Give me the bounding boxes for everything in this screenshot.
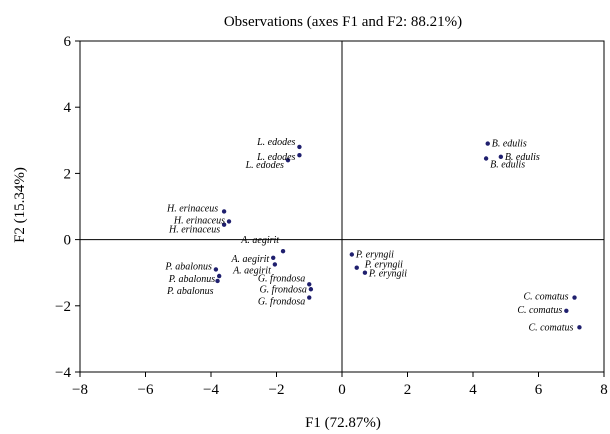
y-tick-label: 0 (64, 233, 72, 249)
x-tick-label: −2 (269, 382, 285, 398)
data-point (349, 252, 355, 257)
y-tick-label: −2 (55, 299, 71, 315)
x-tick-label: 2 (404, 382, 412, 398)
data-point (216, 273, 222, 279)
data-point (362, 270, 368, 275)
point-label: P. abalonus (168, 274, 216, 285)
y-axis-label: F2 (15.34%) (12, 167, 28, 243)
y-tick-label: 2 (64, 166, 72, 182)
data-point (307, 282, 312, 287)
data-point (271, 255, 276, 261)
data-point (272, 262, 278, 267)
y-tick-label: 6 (64, 34, 72, 50)
data-point (354, 265, 359, 270)
y-tick-label: −4 (55, 365, 71, 381)
point-label: A. aegirit (232, 265, 271, 276)
point-label: H. erinaceus (166, 203, 218, 214)
point-label: P. eryngii (364, 260, 403, 271)
point-label: L. edodes (256, 152, 295, 163)
data-point (577, 325, 582, 330)
data-points (213, 141, 582, 330)
point-label: L. edodes (245, 160, 284, 171)
x-tick-label: −6 (138, 382, 154, 398)
data-point (213, 267, 219, 272)
point-label: H. erinaceus (173, 215, 225, 226)
data-point (498, 154, 504, 160)
point-label: B. edulis (505, 152, 540, 163)
data-point (485, 141, 490, 146)
point-label: C. comatus (524, 292, 569, 303)
x-tick-label: 0 (338, 382, 346, 398)
point-label: G. frondosa (258, 273, 305, 284)
data-point (297, 152, 302, 158)
axis-ticks: −8 −6 −4 −2 0 2 4 6 8 −4 −2 0 2 4 6 (55, 34, 608, 398)
zero-lines (80, 41, 604, 372)
data-point (280, 248, 286, 254)
point-label: H. erinaceus (168, 225, 220, 236)
y-tick-label: 4 (64, 100, 72, 116)
data-point (308, 287, 314, 292)
data-point (297, 144, 302, 150)
point-label: G. frondosa (258, 297, 305, 308)
point-label: A. aegirit (240, 235, 279, 246)
data-point (215, 278, 220, 284)
point-label: C. comatus (528, 322, 573, 333)
point-label: P. eryngii (355, 249, 394, 260)
data-point (307, 295, 312, 300)
chart-title: Observations (axes F1 and F2: 88.21%) (224, 14, 462, 30)
point-label: P. eryngii (368, 269, 407, 280)
data-point (221, 209, 227, 214)
point-label: P. abalonus (166, 286, 214, 297)
data-point (285, 157, 291, 163)
x-tick-label: 8 (600, 382, 608, 398)
x-tick-label: 6 (535, 382, 543, 398)
point-label: B. edulis (492, 139, 527, 150)
point-label: G. frondosa (259, 284, 306, 295)
point-label: C. comatus (517, 305, 562, 316)
x-tick-label: −8 (72, 382, 88, 398)
x-tick-label: 4 (469, 382, 477, 398)
data-point (483, 156, 489, 161)
point-label: P. abalonus (164, 261, 212, 272)
point-label: L. edodes (256, 137, 295, 148)
data-point (226, 219, 232, 224)
x-axis-label: F1 (72.87%) (305, 415, 381, 431)
point-label: A. aegirit (230, 254, 269, 265)
point-label: B. edulis (490, 160, 525, 171)
data-point (564, 308, 569, 313)
data-point (221, 222, 227, 227)
data-point (572, 295, 577, 300)
x-tick-label: −4 (203, 382, 219, 398)
